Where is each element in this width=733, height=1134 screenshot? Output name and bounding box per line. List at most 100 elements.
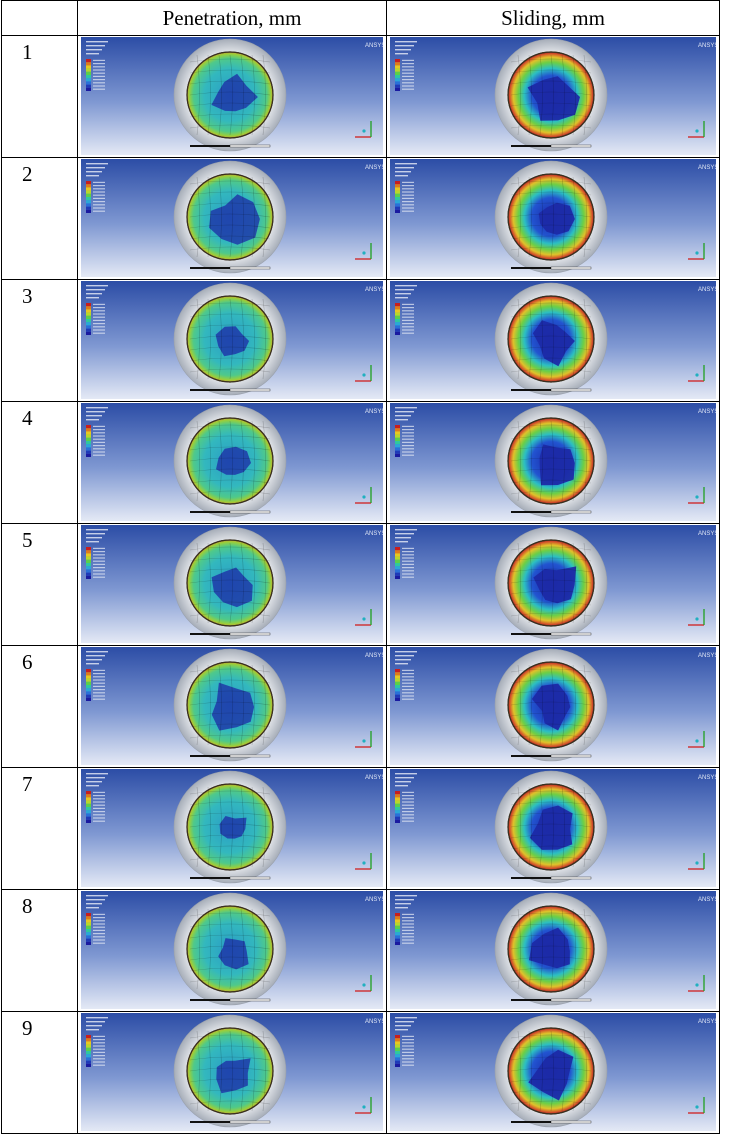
image-cell: ANSYS xyxy=(387,646,720,768)
legend-swatch xyxy=(86,810,91,813)
legend-swatch xyxy=(395,197,400,200)
legend-swatch xyxy=(395,210,400,213)
legend-text xyxy=(402,564,414,565)
legend-text xyxy=(402,1055,414,1056)
legend-text xyxy=(93,554,105,555)
scale-bar xyxy=(230,1121,270,1123)
caption-line xyxy=(86,529,108,530)
legend-text xyxy=(402,695,414,696)
logo: ANSYS xyxy=(365,653,383,659)
scale-bar xyxy=(551,877,591,879)
legend-text xyxy=(402,567,414,568)
legend-swatch xyxy=(86,913,91,916)
logo: ANSYS xyxy=(698,43,716,49)
legend-text xyxy=(93,567,105,568)
legend-swatch xyxy=(86,679,91,682)
legend-text xyxy=(93,1061,105,1062)
legend-text xyxy=(402,1058,414,1059)
legend-swatch xyxy=(86,569,91,572)
legend-swatch xyxy=(86,1035,91,1038)
legend-text xyxy=(93,1052,105,1053)
legend-swatch xyxy=(395,428,400,431)
legend-text xyxy=(93,548,105,549)
simulation-image: ANSYS xyxy=(390,159,716,277)
legend-text xyxy=(93,323,105,324)
legend-swatch xyxy=(395,791,400,794)
legend-text xyxy=(93,455,105,456)
legend-text xyxy=(402,548,414,549)
legend-swatch xyxy=(395,438,400,441)
legend-text xyxy=(93,936,105,937)
caption-line xyxy=(395,663,408,664)
legend-text xyxy=(402,933,414,934)
legend-text xyxy=(93,85,105,86)
caption-line xyxy=(86,407,108,408)
legend-text xyxy=(402,191,414,192)
legend-swatch xyxy=(86,557,91,560)
logo: ANSYS xyxy=(698,531,716,537)
low-zone xyxy=(540,444,575,485)
legend-text xyxy=(402,439,414,440)
legend-swatch xyxy=(86,62,91,65)
caption-line xyxy=(395,533,414,534)
legend-text xyxy=(93,801,105,802)
legend-text xyxy=(93,182,105,183)
caption-line xyxy=(86,297,99,298)
legend-text xyxy=(93,426,105,427)
legend-text xyxy=(93,920,105,921)
simulation-image: ANSYS xyxy=(390,647,716,765)
legend-swatch xyxy=(86,194,91,197)
caption-line xyxy=(86,785,99,786)
legend-text xyxy=(402,795,414,796)
caption-line xyxy=(86,419,99,420)
caption-line xyxy=(395,1025,411,1026)
legend-text xyxy=(93,564,105,565)
legend-text xyxy=(93,811,105,812)
legend-text xyxy=(93,326,105,327)
legend-swatch xyxy=(86,428,91,431)
legend-swatch xyxy=(86,438,91,441)
simulation-image: ANSYS xyxy=(81,1013,383,1131)
caption-line xyxy=(86,777,105,778)
scale-bar xyxy=(230,511,270,513)
legend-swatch xyxy=(395,547,400,550)
axis-z xyxy=(362,129,365,132)
legend-text xyxy=(93,692,105,693)
column-header: Penetration, mm xyxy=(78,1,387,36)
legend-swatch xyxy=(395,685,400,688)
legend-swatch xyxy=(395,332,400,335)
legend-swatch xyxy=(395,560,400,563)
row-number: 4 xyxy=(2,402,78,524)
logo: ANSYS xyxy=(698,775,716,781)
legend-text xyxy=(93,923,105,924)
image-cell: ANSYS xyxy=(387,280,720,402)
legend-swatch xyxy=(395,576,400,579)
scale-bar xyxy=(551,1121,591,1123)
legend-text xyxy=(402,920,414,921)
legend-swatch xyxy=(395,194,400,197)
caption-line xyxy=(86,781,102,782)
legend-text xyxy=(93,73,105,74)
legend-swatch xyxy=(395,563,400,566)
logo: ANSYS xyxy=(365,897,383,903)
legend-text xyxy=(93,211,105,212)
legend-text xyxy=(402,204,414,205)
legend-swatch xyxy=(86,184,91,187)
logo: ANSYS xyxy=(698,287,716,293)
scale-bar xyxy=(190,877,230,879)
scale-bar xyxy=(190,633,230,635)
logo: ANSYS xyxy=(365,775,383,781)
caption-line xyxy=(395,1021,414,1022)
legend-text xyxy=(93,69,105,70)
caption-line xyxy=(86,651,108,652)
caption-line xyxy=(86,163,108,164)
legend-text xyxy=(93,82,105,83)
legend-swatch xyxy=(86,926,91,929)
scale-bar xyxy=(230,267,270,269)
legend-text xyxy=(402,426,414,427)
legend-text xyxy=(93,185,105,186)
scale-bar xyxy=(230,999,270,1001)
legend-swatch xyxy=(395,813,400,816)
legend-text xyxy=(93,1042,105,1043)
caption-line xyxy=(86,907,99,908)
